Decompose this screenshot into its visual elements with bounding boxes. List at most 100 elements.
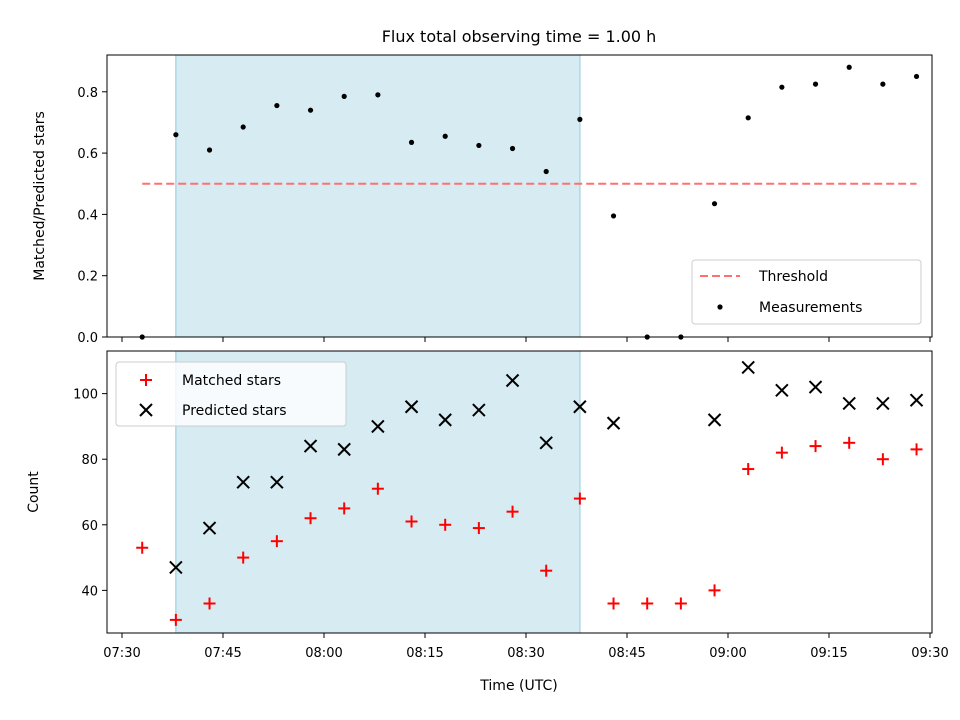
measurement-point (745, 115, 751, 121)
predicted-stars-point (303, 439, 318, 453)
matched-stars-point (876, 453, 889, 466)
predicted-stars-point (169, 560, 183, 575)
top-y-tick-label: 0.0 (77, 331, 98, 346)
matched-stars-point (405, 515, 418, 528)
measurements-series (139, 64, 920, 340)
measurement-point (206, 147, 213, 153)
measurement-point (274, 102, 280, 109)
top-y-tick-label: 0.6 (77, 147, 98, 162)
x-tick-label: 08:45 (608, 646, 645, 661)
top-y-tick-label: 0.2 (77, 270, 98, 285)
predicted-stars-point (842, 396, 856, 411)
matched-stars-point (270, 535, 283, 548)
measurement-point (577, 116, 583, 122)
predicted-stars-point (270, 475, 284, 489)
matched-stars-point (203, 597, 216, 610)
x-tick-label: 07:30 (103, 646, 140, 661)
bottom-y-axis-label: Count (26, 471, 42, 513)
predicted-stars-point (573, 400, 587, 414)
matched-stars-point (641, 597, 654, 610)
bottom-y-tick-label: 60 (81, 519, 98, 534)
top-y-axis-label: Matched/Predicted stars (32, 111, 48, 281)
legend-matched-swatch (140, 374, 152, 386)
top-axes-frame (106, 54, 933, 338)
matched-stars-point (338, 502, 351, 515)
legend-measurements-swatch (717, 304, 723, 310)
matched-stars-point (506, 505, 519, 518)
top-legend-box (691, 259, 922, 325)
count-series (136, 360, 924, 626)
legend-predicted-label: Predicted stars (182, 403, 287, 419)
predicted-stars-point (337, 442, 351, 457)
measurement-point (812, 81, 819, 87)
predicted-stars-point (707, 413, 722, 427)
predicted-stars-point (539, 436, 553, 450)
predicted-stars-point (472, 403, 486, 417)
matched-stars-point (472, 522, 485, 535)
legend-measurements-label: Measurements (759, 300, 862, 316)
matched-stars-point (540, 564, 553, 577)
legend-threshold-label: Threshold (758, 269, 828, 285)
measurement-point (408, 139, 415, 145)
measurement-point (476, 142, 482, 149)
predicted-stars-point (404, 400, 419, 414)
bottom-y-axis: 40 60 80 100 (73, 388, 107, 599)
predicted-stars-point (505, 373, 520, 388)
measurement-point (307, 107, 314, 113)
x-tick-label: 08:00 (305, 646, 342, 661)
bottom-legend: Matched stars Predicted stars (115, 361, 347, 427)
predicted-stars-point (236, 475, 250, 489)
matched-stars-point (439, 518, 452, 531)
matched-stars-point (136, 541, 149, 554)
measurement-point (711, 201, 718, 207)
legend-predicted-swatch (139, 403, 153, 417)
matched-stars-point (237, 551, 250, 564)
matched-stars-point (304, 512, 317, 525)
matched-stars-point (910, 443, 923, 456)
chart-title: Flux total observing time = 1.00 h (382, 27, 657, 46)
measurement-point (240, 124, 246, 130)
bottom-legend-box (115, 361, 347, 427)
predicted-stars-point (606, 416, 621, 430)
predicted-stars-point (876, 396, 890, 411)
measurement-point (880, 81, 886, 87)
legend-matched-label: Matched stars (182, 373, 281, 389)
predicted-stars-point (371, 419, 385, 434)
predicted-stars-point (909, 393, 924, 407)
measurement-point (173, 132, 179, 138)
top-panel: 0.00.20.40.60.8 Matched/Predicted stars … (32, 54, 933, 346)
matched-stars-point (573, 492, 586, 505)
bottom-y-tick-label: 100 (73, 388, 98, 403)
bottom-panel: 40 60 80 100 07:30 07:45 08:00 08:15 08:30 08:45… (26, 350, 949, 694)
measurement-point (375, 92, 381, 98)
measurement-point (846, 64, 852, 70)
x-tick-label: 09:00 (709, 646, 746, 661)
top-legend: Threshold Measurements (691, 259, 922, 325)
bottom-y-tick-label: 40 (81, 584, 98, 599)
x-tick-label: 07:45 (204, 646, 241, 661)
measurement-point (779, 84, 785, 90)
measurement-point (442, 133, 448, 139)
matched-stars-point (843, 436, 856, 449)
matched-stars-point (809, 440, 822, 453)
predicted-stars-point (741, 360, 755, 375)
measurement-point (341, 93, 347, 99)
predicted-stars-point (438, 413, 452, 427)
x-tick-label: 08:15 (406, 646, 443, 661)
measurement-point (543, 168, 549, 175)
measurement-point (913, 73, 920, 80)
x-axis-label: Time (UTC) (479, 678, 557, 694)
predicted-stars-point (202, 521, 217, 535)
matched-stars-point (775, 446, 788, 459)
predicted-stars-point (775, 383, 789, 398)
matched-stars-point (708, 584, 721, 597)
predicted-stars-point (808, 380, 823, 394)
shade-area (175, 55, 580, 337)
x-tick-label: 09:15 (810, 646, 847, 661)
top-observing-window-shade (175, 55, 581, 337)
matched-stars-point (169, 613, 182, 626)
matched-stars-point (742, 463, 755, 476)
x-tick-label: 09:30 (911, 646, 948, 661)
matched-stars-point (607, 597, 620, 610)
